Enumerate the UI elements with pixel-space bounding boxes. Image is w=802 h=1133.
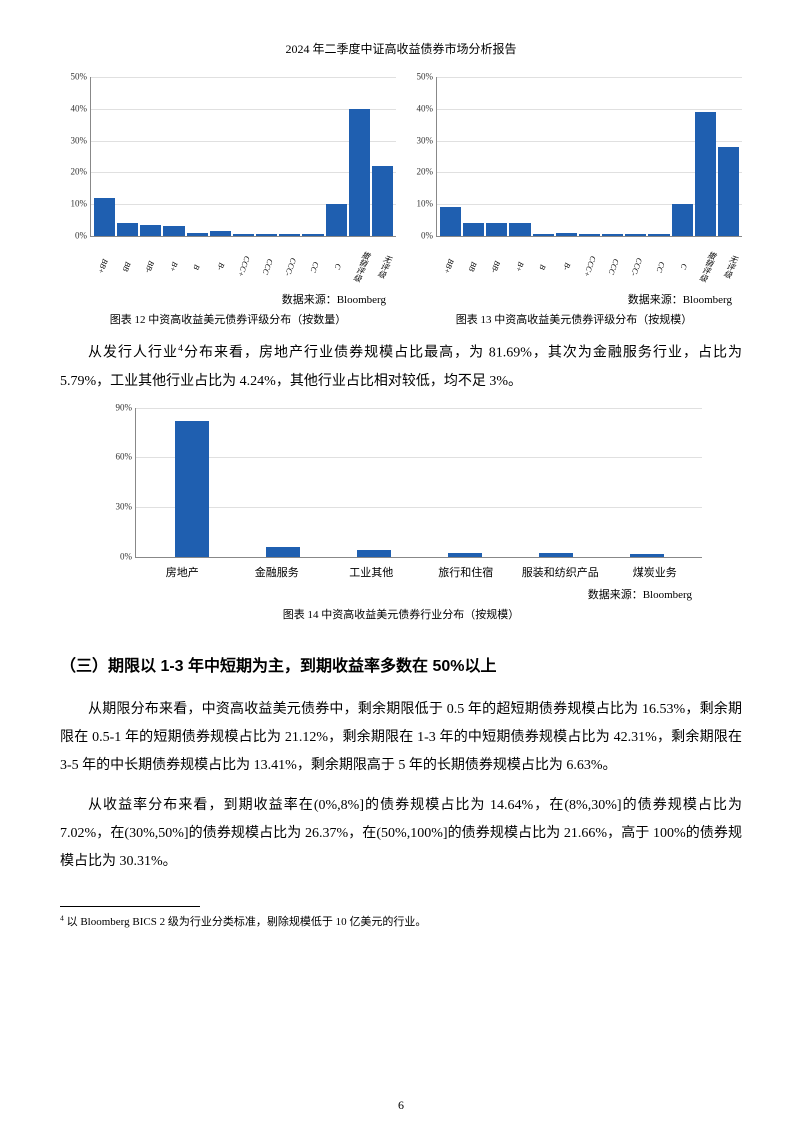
chart14-bars xyxy=(136,408,702,557)
bar xyxy=(509,223,530,236)
x-label: 煤炭业务 xyxy=(608,564,703,580)
top-charts-row: 0%10%20%30%40%50% BB+BBBB-B+BB-CCC+CCCCC… xyxy=(60,77,742,327)
chart12-xlabels: BB+BBBB-B+BB-CCC+CCCCCC-CCC撤销评级无评级 xyxy=(90,245,396,285)
bar xyxy=(440,207,461,236)
chart14-source: 数据来源：Bloomberg xyxy=(100,586,692,602)
bar xyxy=(266,547,300,557)
bar xyxy=(486,223,507,236)
source-label: 数据来源： xyxy=(628,294,683,306)
p1-prefix: 从发行人行业 xyxy=(88,346,178,361)
y-tick: 30% xyxy=(417,136,434,145)
bar xyxy=(463,223,484,236)
source-value: Bloomberg xyxy=(643,589,692,601)
chart12-yaxis: 0%10%20%30%40%50% xyxy=(61,77,89,236)
y-tick: 20% xyxy=(71,168,88,177)
x-label: 服装和纺织产品 xyxy=(513,564,608,580)
bar xyxy=(175,421,209,556)
bar xyxy=(210,231,231,236)
y-tick: 40% xyxy=(71,104,88,113)
footnote-4: 4 以 Bloomberg BICS 2 级为行业分类标准，剔除规模低于 10 … xyxy=(60,913,742,929)
bar xyxy=(94,198,115,236)
bar xyxy=(672,204,693,236)
x-label: 金融服务 xyxy=(230,564,325,580)
bar xyxy=(625,234,646,236)
bar xyxy=(648,234,669,236)
y-tick: 10% xyxy=(417,200,434,209)
chart13-bars xyxy=(437,77,742,236)
bar xyxy=(279,234,300,236)
bar xyxy=(533,234,554,236)
bar xyxy=(556,233,577,236)
paragraph-2: 从期限分布来看，中资高收益美元债券中，剩余期限低于 0.5 年的超短期债券规模占… xyxy=(60,696,742,780)
bar xyxy=(718,147,739,236)
chart12-source: 数据来源：Bloomberg xyxy=(60,291,386,307)
y-tick: 30% xyxy=(71,136,88,145)
bar xyxy=(117,223,138,236)
bar xyxy=(326,204,347,236)
y-tick: 0% xyxy=(421,232,433,241)
bar xyxy=(539,553,573,556)
source-label: 数据来源： xyxy=(282,294,337,306)
x-label: 工业其他 xyxy=(324,564,419,580)
y-tick: 50% xyxy=(417,73,434,82)
source-value: Bloomberg xyxy=(337,294,386,306)
chart13-source: 数据来源：Bloomberg xyxy=(406,291,732,307)
chart14: 0%30%60%90% xyxy=(135,408,702,558)
chart12-block: 0%10%20%30%40%50% BB+BBBB-B+BB-CCC+CCCCC… xyxy=(60,77,396,327)
chart14-yaxis: 0%30%60%90% xyxy=(106,408,134,557)
x-label: 房地产 xyxy=(135,564,230,580)
bar xyxy=(630,554,664,556)
section-heading-3: （三）期限以 1-3 年中短期为主，到期收益率多数在 50%以上 xyxy=(60,652,742,676)
bar xyxy=(579,234,600,236)
chart13-block: 0%10%20%30%40%50% BB+BBBB-B+BB-CCC+CCCCC… xyxy=(406,77,742,327)
chart12: 0%10%20%30%40%50% xyxy=(90,77,396,237)
chart14-block: 0%30%60%90% 房地产金融服务工业其他旅行和住宿服装和纺织产品煤炭业务 … xyxy=(60,408,742,622)
paragraph-1: 从发行人行业4分布来看，房地产行业债券规模占比最高，为 81.69%，其次为金融… xyxy=(60,339,742,396)
y-tick: 90% xyxy=(116,403,133,412)
bar xyxy=(372,166,393,236)
y-tick: 0% xyxy=(75,232,87,241)
chart13-xlabels: BB+BBBB-B+BB-CCC+CCCCCC-CCC撤销评级无评级 xyxy=(436,245,742,285)
source-label: 数据来源： xyxy=(588,589,643,601)
chart12-caption: 图表 12 中资高收益美元债券评级分布（按数量） xyxy=(60,311,396,327)
bar xyxy=(349,109,370,236)
chart13-yaxis: 0%10%20%30%40%50% xyxy=(407,77,435,236)
footnote-rule xyxy=(60,906,200,907)
bar xyxy=(357,550,391,557)
y-tick: 60% xyxy=(116,453,133,462)
footnote-text: 以 Bloomberg BICS 2 级为行业分类标准，剔除规模低于 10 亿美… xyxy=(64,916,427,928)
bar xyxy=(695,112,716,236)
bar xyxy=(448,553,482,557)
bar xyxy=(187,233,208,236)
bar xyxy=(233,234,254,236)
y-tick: 50% xyxy=(71,73,88,82)
bar xyxy=(302,234,323,236)
source-value: Bloomberg xyxy=(683,294,732,306)
page-header: 2024 年二季度中证高收益债券市场分析报告 xyxy=(60,40,742,57)
chart12-bars xyxy=(91,77,396,236)
chart13: 0%10%20%30%40%50% xyxy=(436,77,742,237)
chart14-xlabels: 房地产金融服务工业其他旅行和住宿服装和纺织产品煤炭业务 xyxy=(135,564,702,580)
bar xyxy=(602,234,623,236)
paragraph-3: 从收益率分布来看，到期收益率在(0%,8%]的债券规模占比为 14.64%，在(… xyxy=(60,792,742,876)
x-label: 旅行和住宿 xyxy=(419,564,514,580)
y-tick: 40% xyxy=(417,104,434,113)
y-tick: 10% xyxy=(71,200,88,209)
bar xyxy=(163,226,184,236)
y-tick: 0% xyxy=(120,552,132,561)
y-tick: 30% xyxy=(116,502,133,511)
bar xyxy=(256,234,277,236)
chart13-caption: 图表 13 中资高收益美元债券评级分布（按规模） xyxy=(406,311,742,327)
chart14-caption: 图表 14 中资高收益美元债券行业分布（按规模） xyxy=(100,606,702,622)
page-number: 6 xyxy=(0,1098,802,1113)
bar xyxy=(140,225,161,236)
y-tick: 20% xyxy=(417,168,434,177)
